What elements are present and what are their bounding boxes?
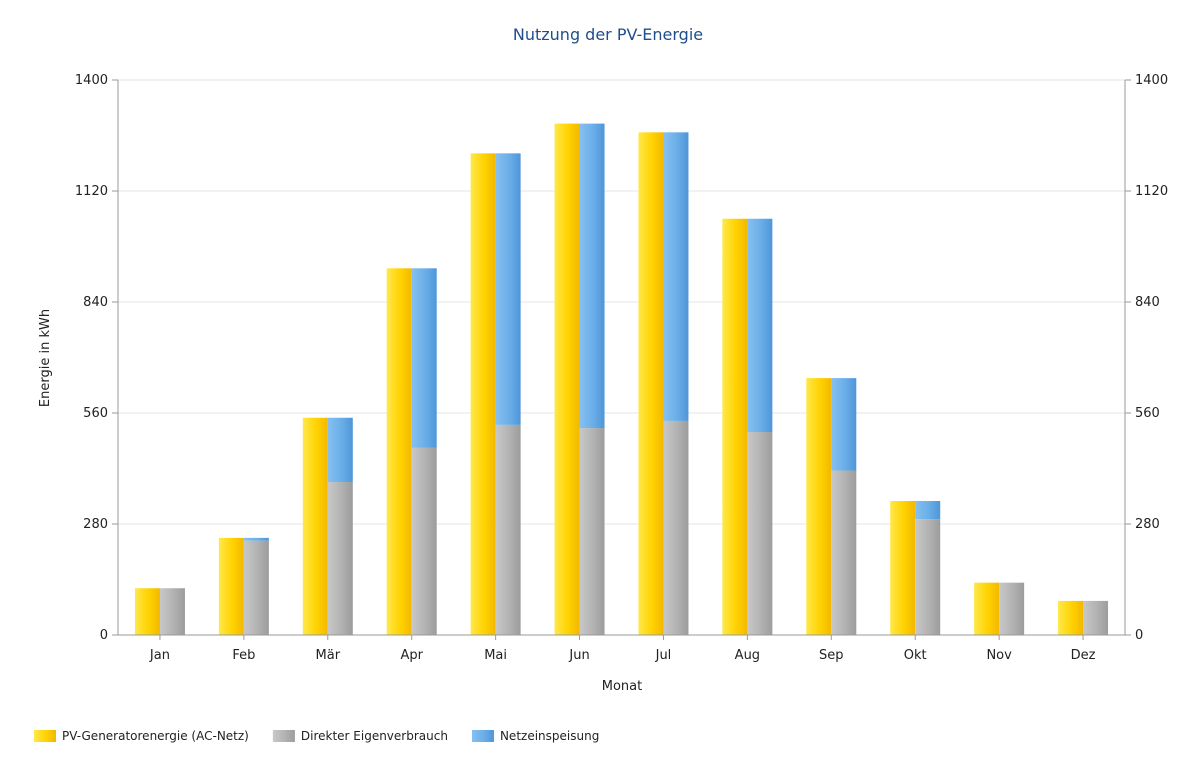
bar-generation-0-1 — [218, 537, 244, 635]
x-tick-label: Jul — [655, 648, 672, 663]
bar-usage-1-5 — [579, 428, 605, 635]
x-tick-label: Nov — [986, 648, 1012, 663]
bar-generation-0-0 — [134, 588, 160, 635]
bar-generation-0-10 — [974, 582, 1000, 635]
bar-generation-0-6 — [638, 132, 664, 636]
bar-usage-1-10 — [999, 582, 1025, 635]
bar-usage-1-3 — [411, 447, 437, 635]
bar-generation-0-9 — [890, 501, 916, 635]
x-tick-label: Apr — [400, 648, 423, 663]
x-tick-label: Dez — [1071, 648, 1096, 663]
legend-swatch — [471, 730, 494, 742]
y-tick-label-left: 0 — [100, 628, 108, 643]
y-tick-label-left: 560 — [83, 406, 108, 421]
bar-usage-2-9 — [915, 501, 941, 520]
bar-usage-1-4 — [495, 424, 521, 635]
bar-usage-2-8 — [831, 378, 857, 471]
y-tick-label-right: 840 — [1135, 295, 1160, 310]
bar-usage-2-6 — [663, 132, 689, 421]
x-tick-label: Aug — [735, 648, 760, 663]
y-axis-title: Energie in kWh — [38, 309, 53, 407]
x-tick-label: Jan — [149, 648, 170, 663]
legend: PV-Generatorenergie (AC-Netz) Direkter Ei… — [34, 729, 599, 743]
x-tick-label: Jun — [568, 648, 589, 663]
bars — [134, 123, 1109, 636]
axes: 0 0 280 280 560 560 840 840 1120 1120 1400 1400 Jan F… — [75, 73, 1168, 663]
bar-usage-1-9 — [915, 519, 941, 635]
bar-generation-0-7 — [722, 218, 748, 635]
x-tick-label: Mär — [316, 648, 341, 663]
bar-usage-2-3 — [411, 268, 437, 448]
bar-usage-2-4 — [495, 153, 521, 425]
bar-generation-0-3 — [386, 268, 412, 635]
bar-generation-0-11 — [1058, 600, 1084, 635]
legend-label: PV-Generatorenergie (AC-Netz) — [62, 729, 249, 743]
y-tick-label-left: 1400 — [75, 73, 108, 88]
bar-usage-2-2 — [327, 417, 353, 482]
y-tick-label-right: 560 — [1135, 406, 1160, 421]
bar-generation-0-4 — [470, 153, 496, 635]
bar-usage-1-1 — [243, 540, 269, 635]
x-tick-label: Okt — [904, 648, 927, 663]
x-tick-label: Mai — [484, 648, 507, 663]
y-tick-label-right: 1120 — [1135, 184, 1168, 199]
bar-usage-1-0 — [159, 588, 185, 635]
bar-usage-1-8 — [831, 470, 857, 635]
bar-usage-1-6 — [663, 420, 689, 635]
legend-swatch — [272, 730, 295, 742]
bar-usage-2-5 — [579, 123, 605, 429]
bar-usage-1-2 — [327, 481, 353, 635]
y-tick-label-left: 1120 — [75, 184, 108, 199]
y-tick-label-left: 280 — [83, 517, 108, 532]
y-tick-label-right: 1400 — [1135, 73, 1168, 88]
x-tick-label: Feb — [232, 648, 255, 663]
bar-generation-0-8 — [806, 378, 832, 635]
gridlines — [118, 79, 1125, 525]
x-axis-title: Monat — [602, 679, 642, 694]
legend-swatch — [34, 730, 56, 742]
bar-generation-0-5 — [554, 123, 580, 635]
legend-label: Netzeinspeisung — [500, 729, 599, 743]
bar-usage-1-11 — [1083, 600, 1109, 635]
y-tick-label-left: 840 — [83, 295, 108, 310]
bar-usage-2-1 — [243, 537, 269, 541]
legend-label: Direkter Eigenverbrauch — [301, 729, 448, 743]
x-tick-label: Sep — [819, 648, 844, 663]
bar-generation-0-2 — [302, 417, 328, 635]
bar-usage-2-7 — [747, 218, 773, 433]
y-tick-label-right: 280 — [1135, 517, 1160, 532]
bar-usage-1-7 — [747, 432, 773, 635]
y-tick-label-right: 0 — [1135, 628, 1143, 643]
chart-title: Nutzung der PV-Energie — [513, 25, 703, 44]
